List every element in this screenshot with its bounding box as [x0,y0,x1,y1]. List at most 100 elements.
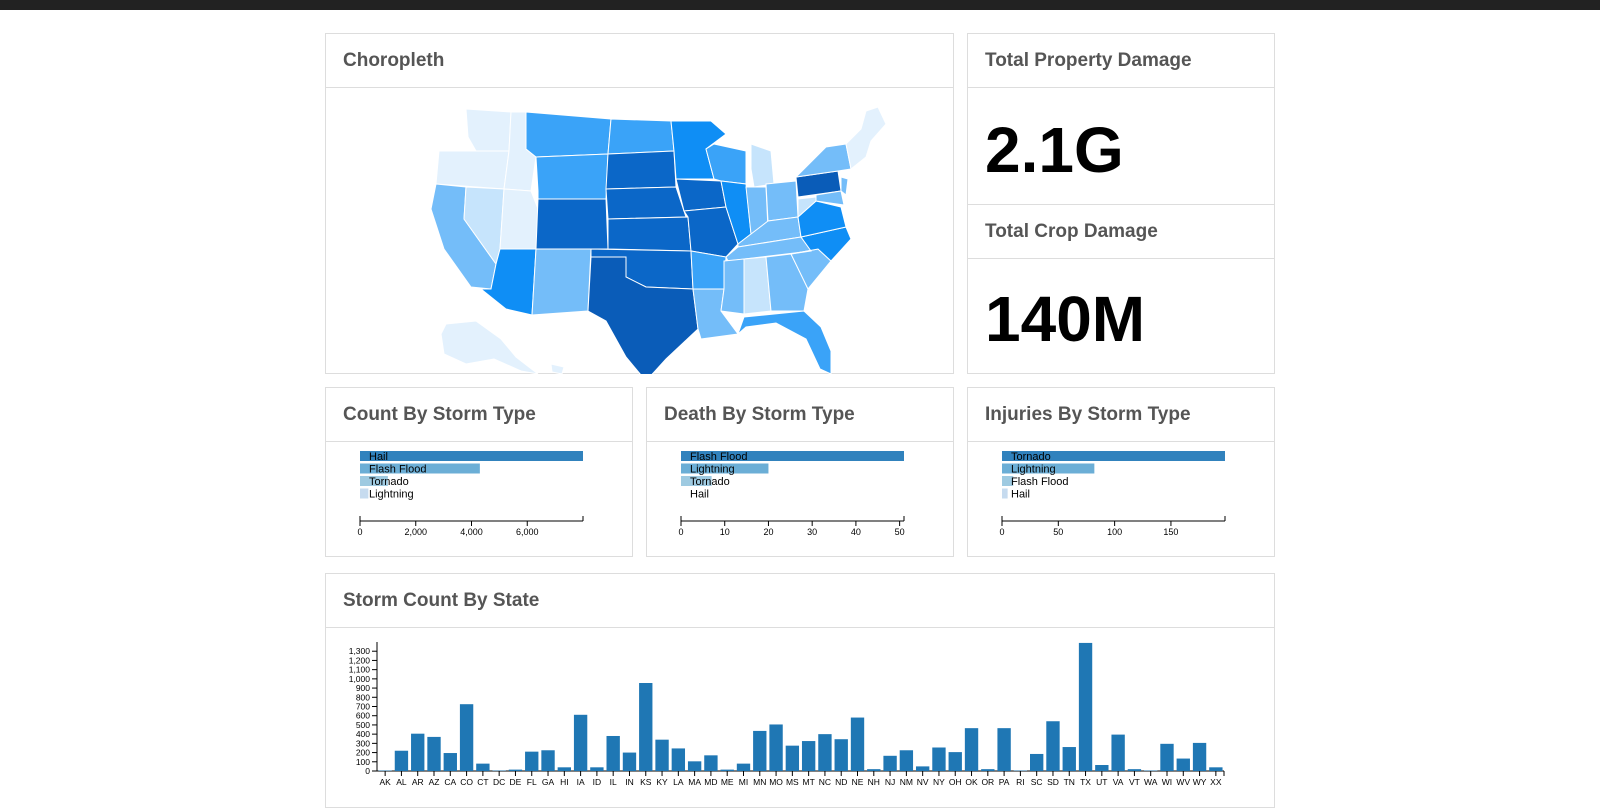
bar-state-NY[interactable] [932,748,945,771]
x-tick-label-state-6: CT [477,777,488,787]
map-state-ny[interactable] [796,144,851,177]
bar-label-count-1: Flash Flood [369,464,426,476]
x-tick-label-state-8: DE [510,777,522,787]
bar-state-SC[interactable] [1030,754,1043,771]
bar-state-NC[interactable] [818,734,831,771]
x-tick-label-state-2: AR [412,777,424,787]
map-state-nd[interactable] [608,119,674,154]
bar-state-NH[interactable] [867,769,880,771]
bar-state-DE[interactable] [509,770,522,771]
map-state-nm[interactable] [532,249,591,315]
map-state-ia[interactable] [676,179,726,211]
bar-state-AL[interactable] [395,751,408,771]
bar-state-ME[interactable] [721,770,734,771]
map-state-mt[interactable] [526,112,611,157]
bar-state-CT[interactable] [476,764,489,771]
bar-state-MI[interactable] [737,764,750,771]
bar-state-SD[interactable] [1046,721,1059,771]
x-tick-label-state-3: AZ [429,777,440,787]
map-state-new-england[interactable] [846,107,886,169]
bar-state-ND[interactable] [835,739,848,771]
bar-state-IN[interactable] [623,753,636,771]
x-tick-label-death-5: 50 [895,527,905,537]
bar-state-NV[interactable] [916,766,929,771]
map-state-ks[interactable] [608,217,691,251]
bar-state-MN[interactable] [753,731,766,771]
bar-state-MS[interactable] [786,746,799,771]
map-state-or[interactable] [436,151,509,189]
x-tick-label-state-15: IN [625,777,634,787]
bar-state-AZ[interactable] [427,737,440,771]
bar-state-MT[interactable] [802,741,815,771]
x-tick-label-state-12: IA [577,777,585,787]
bar-state-MA[interactable] [688,761,701,771]
x-tick-label-state-41: SD [1047,777,1059,787]
bar-state-MO[interactable] [769,724,782,771]
bar-state-NM[interactable] [900,750,913,771]
x-tick-label-state-33: NV [917,777,929,787]
map-state-ms[interactable] [721,259,744,314]
map-state-nj[interactable] [841,177,848,195]
bar-count-3[interactable] [360,489,368,499]
property-damage-title: Total Property Damage [968,34,1274,88]
bar-state-FL[interactable] [525,752,538,771]
bar-state-ID[interactable] [590,767,603,771]
map-state-oh[interactable] [766,181,798,221]
y-tick-label-state-12: 1,200 [349,655,371,665]
bar-injuries-3[interactable] [1002,489,1008,499]
x-tick-label-state-25: MS [786,777,799,787]
bar-state-KY[interactable] [655,740,668,771]
bar-state-OK[interactable] [965,728,978,771]
x-tick-label-count-1: 2,000 [404,527,427,537]
bar-state-VT[interactable] [1128,769,1141,771]
y-tick-label-state-2: 200 [356,748,370,758]
crop-damage-panel: Total Crop Damage 140M [967,204,1275,374]
bar-state-HI[interactable] [558,767,571,771]
bar-label-death-1: Lightning [690,464,735,476]
bar-state-IL[interactable] [607,736,620,771]
bar-state-UT[interactable] [1095,765,1108,771]
x-tick-label-state-49: WV [1176,777,1190,787]
x-tick-label-state-39: RI [1016,777,1025,787]
bar-state-CA[interactable] [444,753,457,771]
bar-state-XX[interactable] [1209,767,1222,771]
x-tick-label-state-10: GA [542,777,555,787]
map-state-hi[interactable] [551,364,564,374]
bar-state-AR[interactable] [411,734,424,771]
bar-state-KS[interactable] [639,683,652,771]
x-tick-label-state-32: NM [900,777,913,787]
bar-state-VA[interactable] [1111,735,1124,771]
bar-state-WI[interactable] [1160,744,1173,771]
property-damage-value: 2.1G [985,118,1124,182]
bar-label-count-2: Tornado [369,476,409,488]
map-state-wy[interactable] [536,154,608,199]
bar-state-WV[interactable] [1177,759,1190,771]
map-state-ak[interactable] [441,321,538,374]
map-state-wa[interactable] [466,109,511,151]
bar-state-TX[interactable] [1079,643,1092,771]
bar-state-NJ[interactable] [883,756,896,771]
bar-state-LA[interactable] [672,748,685,771]
x-tick-label-state-17: KY [656,777,668,787]
map-state-ar[interactable] [691,251,726,289]
bar-state-TN[interactable] [1063,747,1076,771]
map-state-co[interactable] [536,199,608,249]
bar-state-OH[interactable] [949,752,962,771]
bar-state-CO[interactable] [460,704,473,771]
bar-state-PA[interactable] [997,728,1010,771]
map-state-ne[interactable] [606,187,686,219]
map-state-fl[interactable] [738,311,831,374]
x-tick-label-death-0: 0 [678,527,683,537]
bar-state-IA[interactable] [574,715,587,771]
map-state-sd[interactable] [606,151,676,189]
x-tick-label-death-1: 10 [720,527,730,537]
bar-state-MD[interactable] [704,755,717,771]
bar-state-GA[interactable] [541,750,554,771]
bar-state-WY[interactable] [1193,743,1206,771]
bar-state-OR[interactable] [981,769,994,771]
bar-state-NE[interactable] [851,718,864,771]
map-state-ut[interactable] [500,189,538,249]
map-state-mi[interactable] [751,144,774,187]
x-tick-label-death-4: 40 [851,527,861,537]
bar-count-0[interactable] [360,451,583,461]
